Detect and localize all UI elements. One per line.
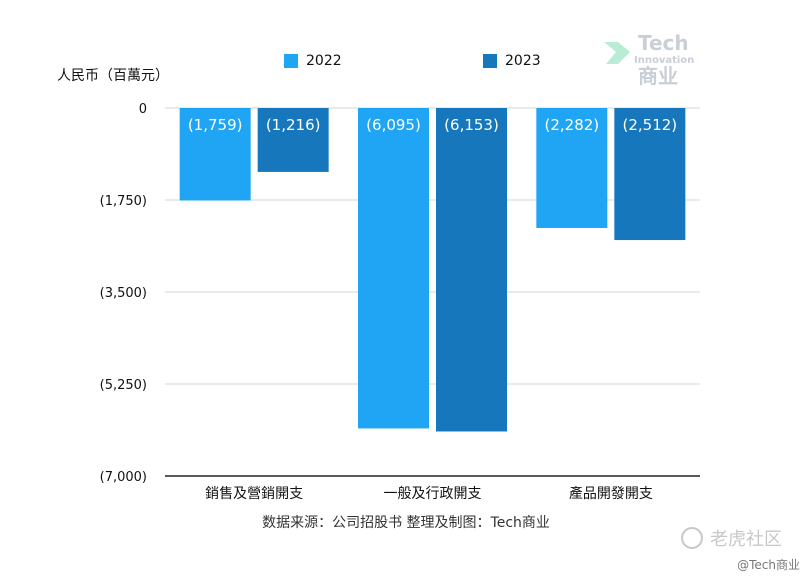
x-category-label: 一般及行政開支 bbox=[384, 486, 482, 502]
y-axis-unit-label: 人民币（百萬元） bbox=[57, 68, 169, 84]
bar bbox=[536, 108, 608, 228]
x-category-label: 產品開發開支 bbox=[569, 485, 653, 502]
bar-data-label: (1,759) bbox=[188, 116, 243, 134]
watermark-tech-text: Tech bbox=[638, 31, 689, 55]
x-category-label: 銷售及營銷開支 bbox=[205, 486, 303, 502]
bar-data-label: (2,282) bbox=[545, 116, 600, 134]
legend-swatch-series-2 bbox=[483, 54, 497, 68]
y-tick-label: (3,500) bbox=[100, 286, 147, 301]
watermark-shangye-text: 商业 bbox=[638, 64, 678, 88]
legend-label-series-2: 2023 bbox=[505, 53, 541, 69]
credit-text: @Tech商业 bbox=[737, 558, 800, 572]
bar bbox=[358, 108, 429, 429]
bar bbox=[614, 108, 686, 241]
bar bbox=[436, 108, 507, 432]
watermark-innovation-text: Innovation bbox=[634, 55, 694, 66]
legend-label-series-1: 2022 bbox=[306, 53, 342, 69]
bar-data-label: (6,153) bbox=[444, 116, 499, 134]
y-tick-label: 0 bbox=[139, 102, 147, 117]
bar bbox=[179, 108, 251, 201]
legend-swatch-series-1 bbox=[284, 54, 298, 68]
tiger-community-text: 老虎社区 bbox=[710, 529, 782, 550]
tiger-logo-icon bbox=[681, 527, 703, 549]
y-tick-label: (1,750) bbox=[100, 194, 147, 209]
y-tick-label: (7,000) bbox=[100, 470, 147, 485]
source-note: 数据来源：公司招股书 整理及制图：Tech商业 bbox=[262, 515, 550, 531]
y-tick-label: (5,250) bbox=[100, 378, 147, 393]
arrow-logo-icon bbox=[604, 42, 630, 64]
tech-innovation-watermark: Tech Innovation 商业 bbox=[600, 30, 700, 90]
bar-data-label: (6,095) bbox=[366, 116, 421, 134]
bar-data-label: (2,512) bbox=[623, 116, 678, 134]
bar bbox=[257, 108, 329, 172]
bar-data-label: (1,216) bbox=[266, 116, 321, 134]
tiger-community-watermark: 老虎社区 bbox=[680, 525, 810, 551]
